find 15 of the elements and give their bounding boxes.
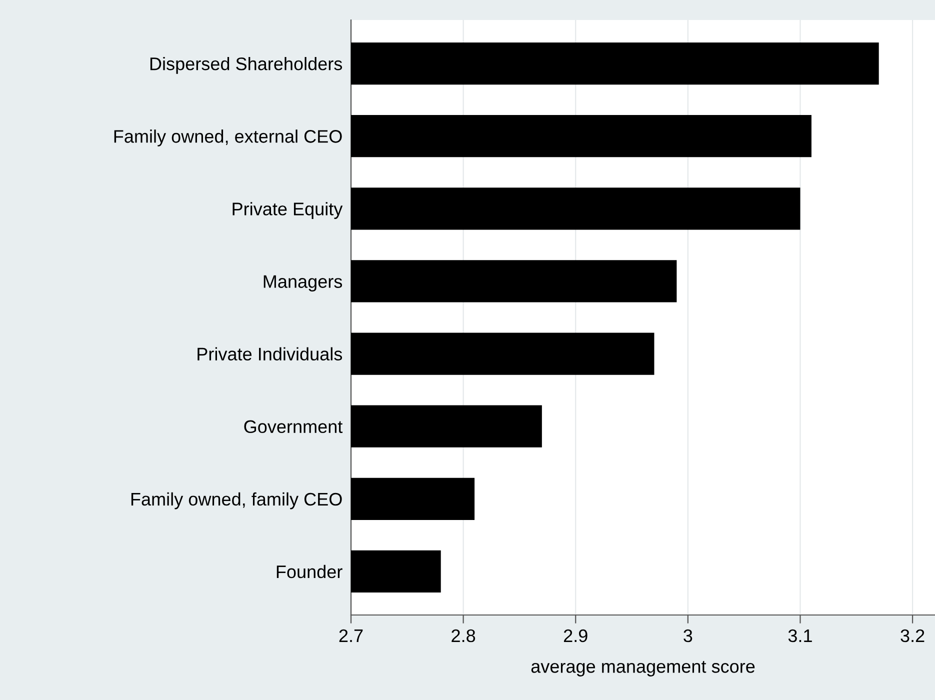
y-tick-label: Dispersed Shareholders <box>150 56 342 74</box>
y-tick-label: Private Individuals <box>198 347 342 360</box>
y-tick-label: Family owned, family CEO <box>131 492 342 510</box>
x-axis-title: average management score <box>531 661 755 676</box>
y-tick-label: Government <box>244 420 343 434</box>
y-tick-label: Managers <box>264 275 342 292</box>
y-tick-label: Family owned, external CEO <box>114 130 342 146</box>
x-tick-label: 2.7 <box>339 629 363 642</box>
x-tick-label: 2.8 <box>452 629 476 642</box>
x-tick-label: 3.1 <box>788 629 812 642</box>
y-tick-label: Private Equity <box>232 202 343 219</box>
y-tick-label: Founder <box>276 564 342 578</box>
x-tick-label: 3.2 <box>900 629 924 642</box>
x-tick-label: 2.9 <box>564 629 588 642</box>
x-tick-label: 3 <box>684 629 692 642</box>
